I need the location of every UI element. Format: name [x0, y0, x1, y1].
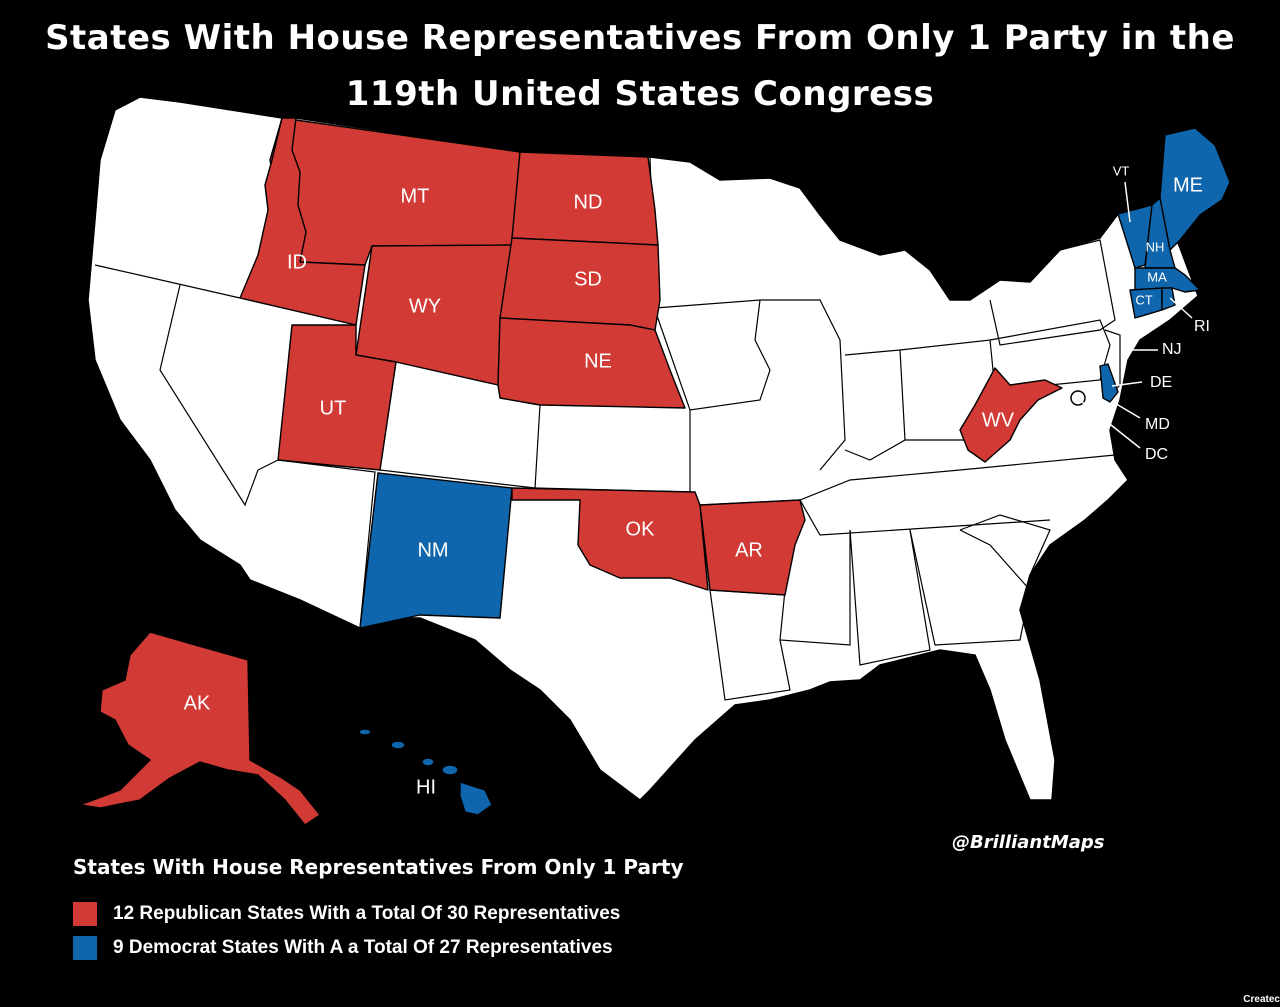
- label-mt: MT: [401, 185, 430, 207]
- label-nd: ND: [574, 191, 603, 213]
- dc-marker: [1070, 390, 1086, 406]
- legend-swatch-republican: [73, 902, 97, 926]
- legend-title: States With House Representatives From O…: [73, 855, 684, 879]
- label-de: DE: [1150, 374, 1172, 391]
- state-nd: [511, 151, 659, 246]
- legend-label-democrat: 9 Democrat States With A a Total Of 27 R…: [113, 937, 613, 958]
- state-hi: [358, 728, 493, 816]
- label-ar: AR: [735, 539, 763, 561]
- label-ma: MA: [1147, 269, 1167, 284]
- label-md: MD: [1145, 416, 1170, 433]
- created-by: Createc: [1243, 994, 1280, 1005]
- state-nm: [359, 472, 513, 629]
- state-ok: [511, 487, 709, 591]
- callout-lines: [1081, 181, 1193, 449]
- label-nm: NM: [417, 539, 448, 561]
- label-wv: WV: [982, 409, 1015, 431]
- label-me: ME: [1173, 174, 1203, 196]
- legend-swatch-democrat: [73, 936, 97, 960]
- legend-label-republican: 12 Republican States With a Total Of 30 …: [113, 903, 621, 924]
- label-ne: NE: [584, 350, 612, 372]
- label-sd: SD: [574, 268, 602, 290]
- map-title: States With House Representatives From O…: [45, 18, 1235, 114]
- state-id: [239, 117, 366, 326]
- state-ne: [497, 317, 686, 409]
- state-ak: [79, 631, 321, 826]
- state-ut: [277, 324, 397, 471]
- state-ri: [1161, 287, 1176, 311]
- label-ak: AK: [184, 692, 211, 714]
- state-wv: [959, 367, 1063, 463]
- label-ut: UT: [320, 397, 347, 419]
- legend-item-republican: 12 Republican States With a Total Of 30 …: [73, 902, 620, 926]
- label-ct: CT: [1135, 292, 1152, 307]
- label-ri: RI: [1194, 318, 1210, 335]
- state-de: [1099, 363, 1119, 403]
- state-mt: [269, 117, 521, 266]
- state-ar: [699, 499, 806, 596]
- label-vt: VT: [1113, 163, 1130, 178]
- legend-item-democrat: 9 Democrat States With A a Total Of 27 R…: [73, 936, 613, 960]
- label-nj: NJ: [1162, 341, 1182, 358]
- label-hi: HI: [416, 776, 436, 798]
- label-dc: DC: [1145, 446, 1168, 463]
- label-ok: OK: [626, 518, 656, 540]
- label-wy: WY: [409, 295, 441, 317]
- label-nh: NH: [1146, 239, 1165, 254]
- label-id: ID: [287, 251, 307, 273]
- credit-handle: @BrilliantMaps: [952, 832, 1105, 853]
